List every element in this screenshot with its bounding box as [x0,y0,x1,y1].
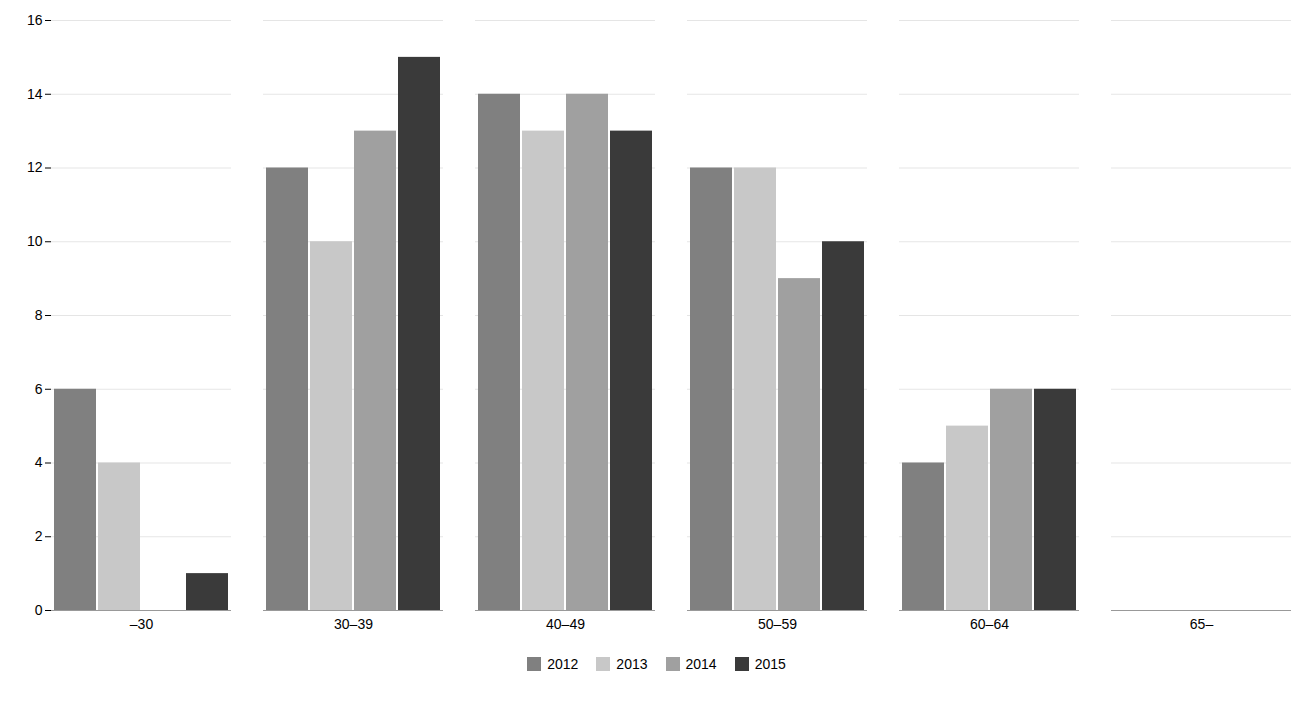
svg-text:12: 12 [27,159,43,175]
html-text:2013: 2013 [616,656,648,672]
html-text:2015: 2015 [754,656,786,672]
svg-text:10: 10 [27,233,43,249]
svg-text:50–59: 50–59 [758,616,797,632]
svg-text:14: 14 [27,86,43,102]
svg-text:16: 16 [27,12,43,28]
svg-text:40–49: 40–49 [546,616,585,632]
html-text:2012: 2012 [547,656,579,672]
html-text:2014: 2014 [685,656,717,672]
svg-text:65–: 65– [1190,616,1214,632]
svg-text:4: 4 [35,454,43,470]
svg-text:8: 8 [35,307,43,323]
svg-text:0: 0 [35,602,43,618]
svg-text:30–39: 30–39 [334,616,373,632]
svg-text:6: 6 [35,381,43,397]
svg-text:–30: –30 [130,616,154,632]
svg-text:2: 2 [35,528,43,544]
svg-text:60–64: 60–64 [970,616,1009,632]
